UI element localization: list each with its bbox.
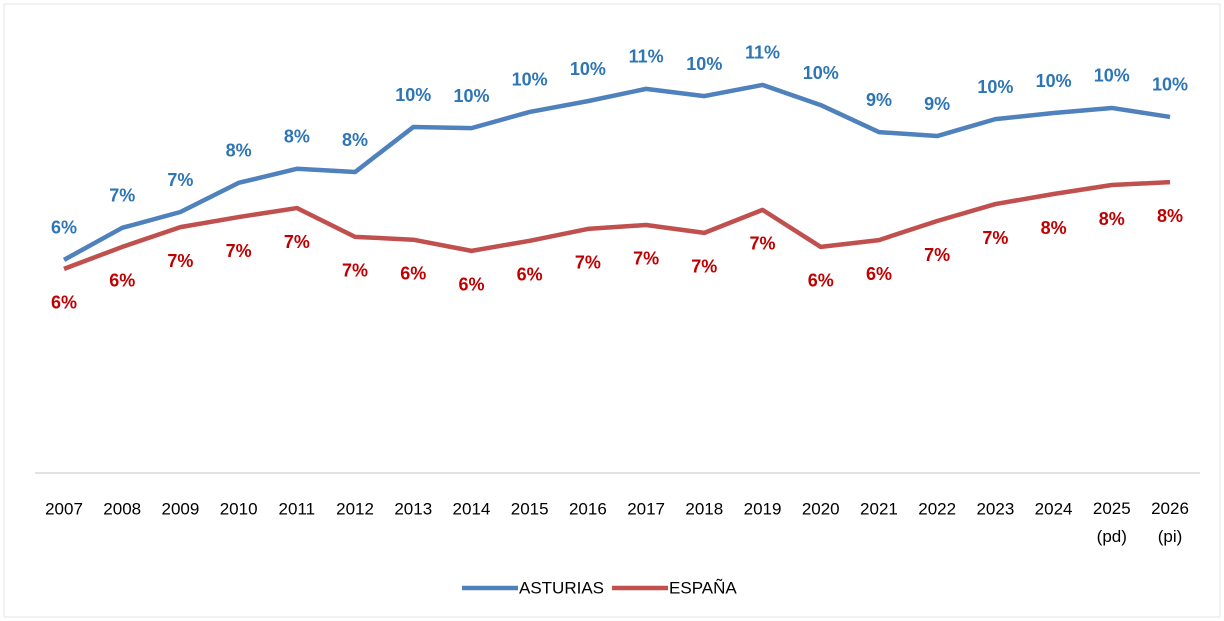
series-line — [63, 179, 1171, 271]
data-label: 11% — [745, 43, 780, 63]
x-tick-label: 2012 — [336, 499, 374, 518]
data-label: 7% — [924, 245, 950, 265]
x-tick-label: 2013 — [394, 499, 432, 518]
x-tick-label: 2011 — [279, 499, 316, 518]
data-label: 7% — [982, 228, 1008, 248]
data-label: 10% — [395, 85, 431, 105]
data-label: 10% — [977, 77, 1013, 97]
chart-frame — [3, 3, 1221, 618]
data-label: 7% — [575, 253, 601, 273]
data-label: 10% — [1152, 75, 1188, 95]
data-label: 6% — [458, 275, 484, 295]
data-label: 9% — [866, 90, 892, 110]
data-label: 6% — [400, 263, 426, 283]
x-tick-label: 2014 — [453, 499, 491, 518]
x-tick-label: 2019 — [744, 499, 782, 518]
data-label: 10% — [512, 70, 548, 90]
data-label: 10% — [1094, 66, 1130, 86]
data-label: 6% — [51, 218, 77, 238]
x-tick-label: 2020 — [802, 499, 840, 518]
x-tick-label: 2010 — [220, 499, 258, 518]
x-tick-label: 2008 — [103, 499, 141, 518]
data-label: 8% — [342, 130, 368, 150]
x-tick-label: 2022 — [918, 499, 956, 518]
data-label: 9% — [924, 94, 950, 114]
data-label: 7% — [167, 170, 193, 190]
x-tick-label: 2007 — [45, 499, 83, 518]
data-label: 6% — [517, 265, 543, 285]
data-label: 6% — [51, 293, 77, 313]
x-tick-label: 2026 (pi) — [1151, 499, 1189, 546]
data-label: 10% — [570, 59, 606, 79]
data-label: 8% — [1099, 209, 1125, 229]
x-tick-label: 2016 — [569, 499, 607, 518]
data-label: 8% — [1041, 218, 1067, 238]
data-label: 7% — [284, 232, 310, 252]
data-label: 7% — [109, 186, 135, 206]
x-tick-label: 2009 — [162, 499, 200, 518]
data-label: 7% — [750, 234, 776, 254]
data-label: 7% — [226, 241, 252, 261]
legend-label: ASTURIAS — [519, 578, 604, 597]
data-label: 6% — [866, 264, 892, 284]
x-tick-label: 2021 — [860, 499, 898, 518]
legend-label: ESPAÑA — [669, 578, 737, 597]
x-tick-label: 2018 — [685, 499, 723, 518]
data-label: 8% — [284, 127, 310, 147]
data-label: 8% — [1157, 206, 1183, 226]
series-line — [62, 82, 1171, 262]
data-label: 7% — [633, 249, 659, 269]
x-tick-label: 2025 (pd) — [1093, 499, 1131, 546]
data-label: 7% — [342, 261, 368, 281]
data-label: 6% — [109, 271, 135, 291]
data-label: 11% — [629, 47, 664, 67]
data-label: 10% — [1036, 71, 1072, 91]
data-label: 10% — [686, 54, 722, 74]
data-label: 7% — [691, 257, 717, 277]
data-label: 8% — [226, 141, 252, 161]
data-label: 10% — [453, 86, 489, 106]
x-tick-label: 2017 — [627, 499, 665, 518]
x-tick-label: 2015 — [511, 499, 549, 518]
data-label: 6% — [808, 271, 834, 291]
x-tick-label: 2024 — [1035, 499, 1073, 518]
x-tick-label: 2023 — [976, 499, 1014, 518]
data-label: 10% — [803, 63, 839, 83]
data-label: 7% — [167, 251, 193, 271]
